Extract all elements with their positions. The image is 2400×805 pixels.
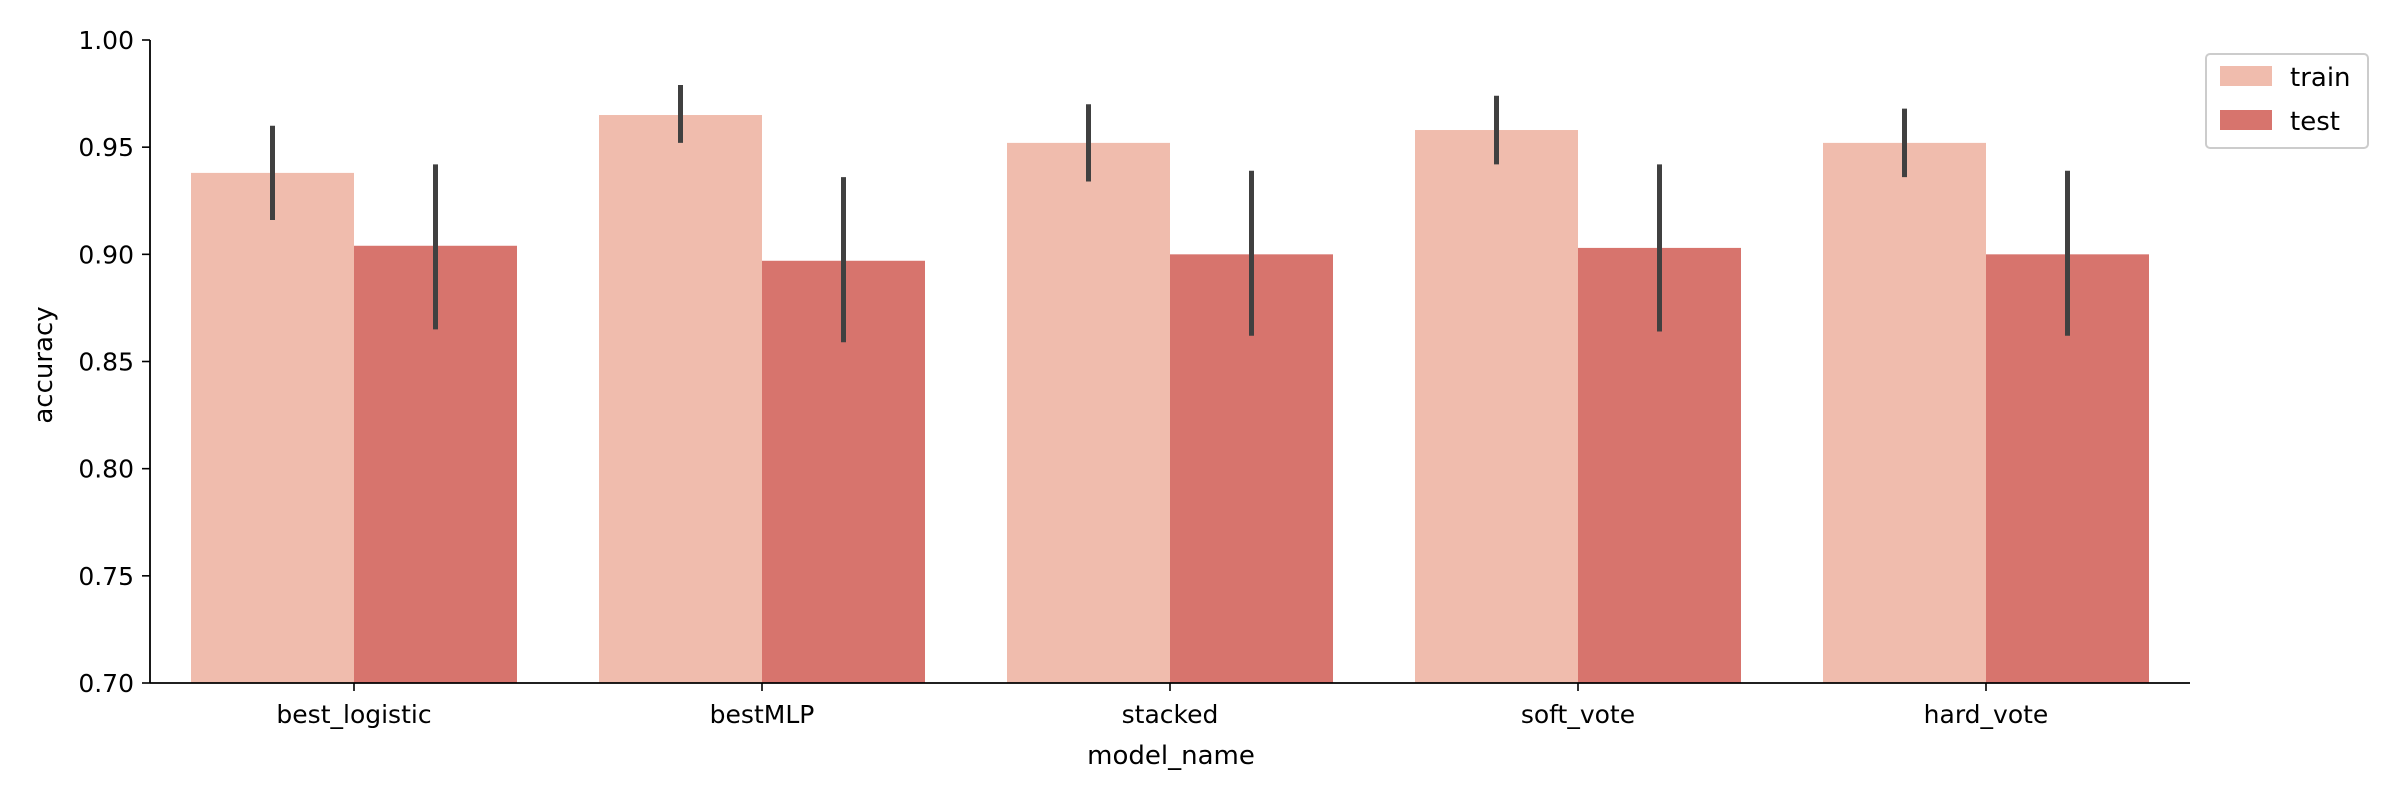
y-tick-label: 1.00 <box>78 26 134 55</box>
bar-best-logistic-train <box>191 172 354 684</box>
bar-soft-vote-train <box>1415 130 1578 683</box>
x-axis-label: model_name <box>1087 741 1255 771</box>
y-tick-label: 0.90 <box>78 240 134 269</box>
y-tick-label: 0.95 <box>78 133 134 162</box>
x-tick-label-stacked: stacked <box>1122 700 1219 729</box>
legend-swatch-train <box>2220 66 2272 86</box>
y-tick-label: 0.80 <box>78 455 134 484</box>
bar-bestmlp-train <box>599 115 762 684</box>
bar-hard-vote-train <box>1823 142 1986 683</box>
x-tick-label-soft-vote: soft_vote <box>1521 700 1635 729</box>
x-tick-label-best-logistic: best_logistic <box>276 700 431 729</box>
y-tick-label: 0.70 <box>78 669 134 698</box>
legend-swatch-test <box>2220 110 2272 130</box>
x-tick-label-bestmlp: bestMLP <box>710 700 815 729</box>
legend-label-test: test <box>2290 107 2340 137</box>
bar-stacked-train <box>1007 142 1170 683</box>
y-tick-label: 0.85 <box>78 348 134 377</box>
y-axis-label: accuracy <box>29 306 59 423</box>
bars-layer <box>191 115 2149 684</box>
y-tick-label: 0.75 <box>78 562 134 591</box>
x-tick-label-hard-vote: hard_vote <box>1924 700 2049 729</box>
legend-label-train: train <box>2290 63 2351 93</box>
errorbars-layer <box>270 85 2070 343</box>
legend: train test <box>2205 53 2369 149</box>
ticks-layer: best_logistic bestMLP stacked soft_vote hard… <box>78 26 2048 729</box>
